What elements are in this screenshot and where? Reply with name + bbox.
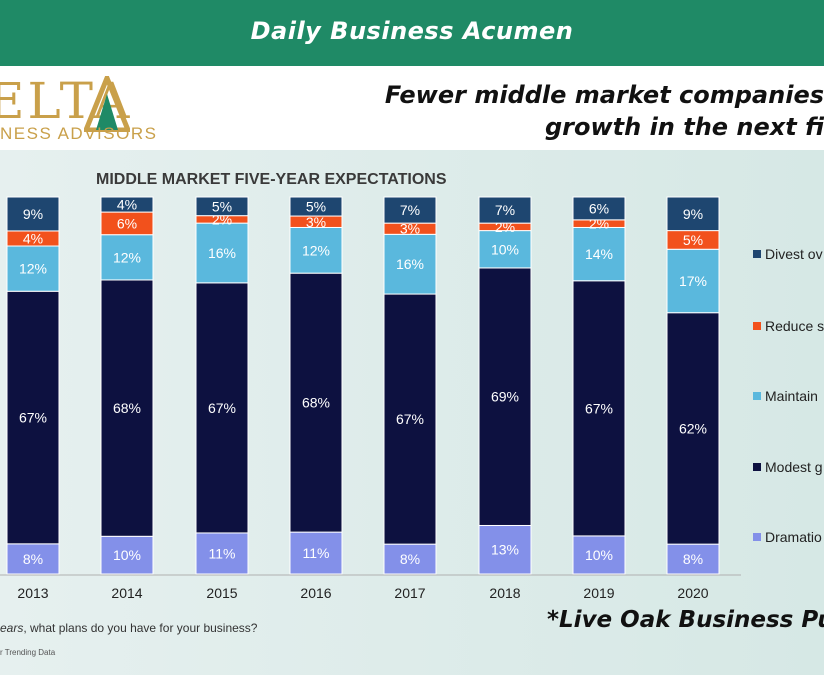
bar-modest-2013: [6, 290, 60, 545]
bar-modest-2015: [195, 282, 249, 534]
data-label-dramatic-2013: 8%: [23, 551, 43, 567]
bar-dramatic-2018: [478, 524, 532, 575]
bar-modest-2020: [666, 312, 720, 545]
legend-label-divest: Divest ov: [765, 246, 823, 262]
bar-modest-2018: [478, 267, 532, 526]
logo-tagline: NESS ADVISORS: [0, 124, 158, 143]
legend-swatch-modest: [753, 463, 761, 471]
chart-title: MIDDLE MARKET FIVE-YEAR EXPECTATIONS: [96, 171, 447, 188]
data-label-modest-2015: 67%: [208, 400, 236, 416]
bar-maintain-2018: [478, 230, 532, 269]
data-label-divest-2018: 7%: [495, 202, 515, 218]
data-label-dramatic-2017: 8%: [400, 551, 420, 567]
data-label-maintain-2016: 12%: [302, 242, 330, 258]
x-tick-label-2018: 2018: [489, 585, 520, 601]
data-label-divest-2017: 7%: [400, 202, 420, 218]
data-label-modest-2017: 67%: [396, 411, 424, 427]
bar-maintain-2019: [572, 226, 626, 282]
bar-maintain-2020: [666, 248, 720, 314]
bar-dramatic-2019: [572, 535, 626, 575]
data-label-maintain-2020: 17%: [679, 273, 707, 289]
x-tick-label-2013: 2013: [17, 585, 48, 601]
x-tick-label-2019: 2019: [583, 585, 614, 601]
data-label-dramatic-2015: 11%: [209, 545, 236, 561]
headline: Fewer middle market companies growth in …: [385, 79, 824, 143]
bar-maintain-2017: [383, 233, 437, 295]
x-tick-label-2016: 2016: [300, 585, 331, 601]
x-tick-label-2014: 2014: [111, 585, 142, 601]
bar-maintain-2015: [195, 222, 249, 284]
bar-dramatic-2017: [383, 543, 437, 575]
data-label-divest-2019: 6%: [589, 200, 609, 216]
x-tick-label-2015: 2015: [206, 585, 237, 601]
data-label-reduce-2013: 4%: [23, 230, 43, 246]
legend-swatch-maintain: [753, 392, 761, 400]
data-label-reduce-2020: 5%: [683, 232, 703, 248]
data-label-modest-2020: 62%: [679, 420, 707, 436]
legend-label-dramatic: Dramatio: [765, 529, 822, 545]
x-tick-label-2017: 2017: [394, 585, 425, 601]
bar-divest-2014: [100, 196, 154, 213]
headline-line-1: Fewer middle market companies: [384, 81, 824, 109]
data-label-reduce-2014: 6%: [117, 215, 137, 231]
bar-maintain-2016: [289, 226, 343, 274]
survey-question-text: , what plans do you have for your busine…: [23, 621, 258, 635]
bar-divest-2017: [383, 196, 437, 224]
data-label-dramatic-2014: 10%: [113, 547, 141, 563]
legend-label-reduce: Reduce s: [765, 318, 824, 334]
bar-modest-2016: [289, 272, 343, 533]
bar-divest-2018: [478, 196, 532, 224]
data-label-reduce-2017: 3%: [400, 221, 420, 237]
legend-swatch-reduce: [753, 322, 761, 330]
data-label-modest-2016: 68%: [302, 395, 330, 411]
data-label-dramatic-2019: 10%: [585, 547, 613, 563]
bar-divest-2015: [195, 196, 249, 217]
data-label-modest-2019: 67%: [585, 400, 613, 416]
data-label-divest-2013: 9%: [23, 206, 43, 222]
bar-dramatic-2020: [666, 543, 720, 575]
data-label-dramatic-2016: 11%: [303, 545, 330, 561]
data-label-modest-2014: 68%: [113, 400, 141, 416]
bar-dramatic-2015: [195, 532, 249, 575]
source-footnote: r Trending Data: [0, 648, 56, 657]
bar-modest-2014: [100, 279, 154, 537]
bar-dramatic-2013: [6, 543, 60, 575]
data-label-maintain-2013: 12%: [19, 261, 47, 277]
data-label-maintain-2017: 16%: [396, 256, 424, 272]
legend-label-modest: Modest g: [765, 459, 823, 475]
data-label-maintain-2015: 16%: [208, 245, 236, 261]
data-label-reduce-2016: 3%: [306, 214, 326, 230]
header-banner: Daily Business Acumen: [0, 0, 824, 66]
data-label-dramatic-2018: 13%: [491, 542, 519, 558]
data-label-divest-2020: 9%: [683, 206, 703, 222]
data-label-modest-2018: 69%: [491, 389, 519, 405]
data-label-divest-2016: 5%: [306, 199, 326, 215]
legend-swatch-divest: [753, 250, 761, 258]
data-label-maintain-2014: 12%: [113, 249, 141, 265]
bar-divest-2013: [6, 196, 60, 232]
bar-divest-2016: [289, 196, 343, 217]
credit-text: *Live Oak Business Pub: [547, 607, 824, 633]
bar-dramatic-2016: [289, 531, 343, 575]
data-label-divest-2014: 4%: [117, 197, 137, 213]
data-label-modest-2013: 67%: [19, 410, 47, 426]
bar-modest-2019: [572, 280, 626, 537]
data-label-maintain-2019: 14%: [585, 246, 613, 262]
bar-maintain-2013: [6, 245, 60, 292]
data-label-divest-2015: 5%: [212, 198, 232, 214]
data-label-dramatic-2020: 8%: [683, 551, 703, 567]
legend-label-maintain: Maintain: [765, 388, 818, 404]
bar-divest-2019: [572, 196, 626, 221]
headline-line-2: growth in the next fi: [544, 113, 824, 141]
legend-swatch-dramatic: [753, 533, 761, 541]
x-tick-label-2020: 2020: [677, 585, 708, 601]
data-label-maintain-2018: 10%: [491, 241, 519, 257]
banner-title: Daily Business Acumen: [250, 17, 574, 45]
bar-dramatic-2014: [100, 535, 154, 575]
survey-question-italic: ears: [0, 621, 24, 635]
bar-divest-2020: [666, 196, 720, 232]
survey-question: ears, what plans do you have for your bu…: [0, 621, 257, 635]
logo-triangle-icon: [84, 76, 130, 132]
